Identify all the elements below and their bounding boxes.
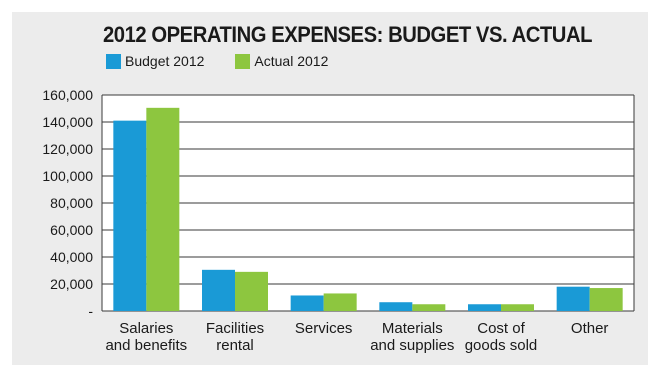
x-category-label: rental — [216, 337, 254, 354]
bar-actual — [589, 288, 623, 311]
bar-actual — [146, 107, 180, 311]
x-category-label: Other — [571, 320, 609, 337]
x-category-label: Facilities — [206, 320, 264, 337]
y-tick-label: 120,000 — [42, 141, 93, 157]
bar-budget — [379, 302, 413, 311]
bar-actual — [323, 293, 357, 311]
bar-budget — [202, 269, 235, 311]
chart-legend: Budget 2012 Actual 2012 — [106, 53, 359, 69]
chart-title: 2012 OPERATING EXPENSES: BUDGET VS. ACTU… — [103, 22, 593, 47]
y-tick-label: 40,000 — [50, 249, 93, 265]
legend-swatch-actual — [235, 53, 251, 69]
bar-actual — [412, 304, 446, 311]
y-tick-label: 160,000 — [42, 87, 93, 103]
bar-actual — [501, 304, 534, 311]
y-tick-label: 80,000 — [50, 195, 93, 211]
x-category-label: Cost of — [477, 320, 525, 337]
y-tick-label: 140,000 — [42, 114, 93, 130]
x-category-label: Salaries — [119, 320, 173, 337]
y-tick-label: - — [88, 303, 93, 319]
bar-budget — [290, 295, 324, 311]
legend-swatch-budget — [106, 53, 121, 69]
x-category-label: and benefits — [105, 337, 187, 354]
bar-actual — [235, 271, 268, 311]
y-tick-label: 100,000 — [42, 168, 93, 184]
bar-budget — [556, 286, 590, 311]
legend-item-budget: Budget 2012 — [106, 53, 204, 69]
x-category-label: goods sold — [465, 337, 538, 354]
x-category-label: Services — [295, 320, 353, 337]
y-tick-label: 20,000 — [50, 276, 93, 292]
bar-budget — [113, 120, 147, 312]
legend-label-budget: Budget 2012 — [125, 53, 205, 69]
y-tick-label: 60,000 — [50, 222, 93, 238]
bar-budget — [468, 304, 501, 311]
legend-item-actual: Actual 2012 — [235, 53, 328, 69]
legend-label-actual: Actual 2012 — [254, 53, 329, 69]
x-category-label: Materials — [382, 320, 443, 337]
x-category-label: and supplies — [370, 337, 454, 354]
